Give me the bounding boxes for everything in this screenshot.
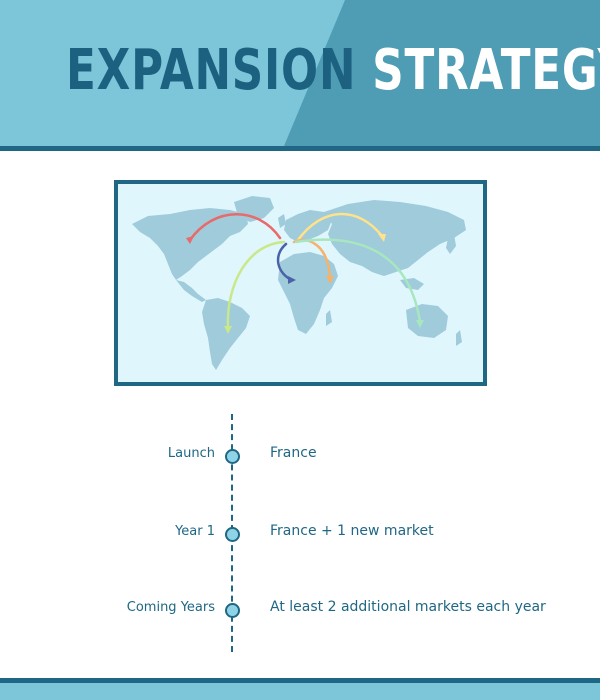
continent-australia — [406, 304, 448, 338]
continent-south-america — [202, 298, 250, 370]
header-banner: EXPANSION STRATEGY — [0, 0, 600, 146]
timeline-text: At least 2 additional markets each year — [270, 599, 546, 615]
continent-central-america — [176, 280, 206, 302]
title-word-expansion: EXPANSION — [66, 38, 357, 103]
continent-japan — [446, 234, 456, 254]
continent-southeast-asia — [400, 278, 424, 290]
world-map-icon — [132, 196, 466, 370]
route-to-asia — [296, 212, 384, 242]
timeline-label: Launch — [167, 446, 215, 461]
route-to-south-america — [226, 240, 286, 330]
timeline-text: France — [270, 445, 317, 461]
continent-europe — [284, 210, 332, 242]
timeline-item: Launch France — [0, 444, 600, 468]
timeline-dot-icon — [225, 603, 240, 618]
route-arrowhead — [224, 326, 232, 334]
timeline-dot-icon — [225, 449, 240, 464]
footer-band — [0, 683, 600, 700]
continent-uk — [278, 214, 286, 228]
timeline-label: Year 1 — [175, 524, 215, 539]
timeline-label: Coming Years — [126, 600, 215, 615]
timeline-item: Year 1 France + 1 new market — [0, 522, 600, 546]
continent-madagascar — [326, 310, 332, 326]
timeline-text: France + 1 new market — [270, 523, 434, 539]
header-diagonal-panel — [284, 0, 600, 146]
route-arrowhead — [288, 276, 296, 284]
continent-africa — [278, 252, 338, 334]
page-title: EXPANSION STRATEGY — [66, 36, 600, 106]
route-arrowhead — [186, 236, 194, 244]
header-divider — [0, 146, 600, 151]
route-arrowhead — [416, 320, 424, 328]
route-to-americas — [188, 213, 282, 242]
route-arrowhead — [378, 234, 386, 242]
continent-new-zealand — [456, 330, 462, 346]
route-to-australia — [294, 238, 422, 324]
title-word-strategy: STRATEGY — [372, 38, 600, 103]
timeline-dot-icon — [225, 527, 240, 542]
route-arrowhead — [326, 276, 334, 284]
footer-divider — [0, 678, 600, 683]
timeline-item: Coming Years At least 2 additional marke… — [0, 598, 600, 622]
world-map-frame — [114, 180, 487, 386]
